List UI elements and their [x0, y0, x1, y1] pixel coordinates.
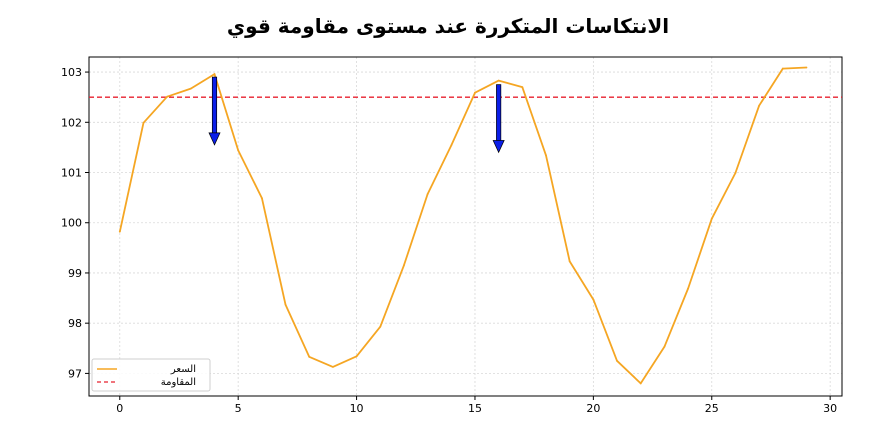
price-point — [734, 172, 737, 174]
price-point — [189, 87, 192, 90]
price-point — [403, 264, 405, 267]
price-point — [118, 230, 121, 233]
price-point — [260, 197, 263, 200]
price-point — [758, 104, 761, 107]
price-point — [497, 79, 500, 82]
price-point — [639, 382, 642, 385]
price-point — [805, 66, 808, 69]
price-point — [687, 287, 689, 290]
legend: السعر المقاومة — [91, 358, 211, 392]
price-point — [521, 86, 524, 89]
x-tick-label: 0 — [116, 402, 123, 415]
x-tick-label: 30 — [823, 402, 837, 415]
price-point — [474, 91, 476, 94]
price-point — [568, 260, 571, 263]
legend-label-resistance: المقاومة — [161, 377, 196, 388]
x-tick-label: 25 — [705, 402, 719, 415]
y-tick-label: 102 — [61, 116, 82, 129]
price-series-line — [118, 66, 807, 385]
annotation-layer — [208, 76, 505, 154]
y-tick-label: 99 — [68, 267, 82, 280]
price-point — [213, 73, 216, 75]
legend-label-price: السعر — [170, 364, 196, 375]
legend-box — [91, 358, 211, 392]
y-tick-label: 98 — [68, 317, 82, 330]
y-tick-label: 103 — [61, 66, 82, 79]
price-point — [781, 67, 784, 70]
price-point — [237, 149, 240, 152]
price-point — [592, 298, 595, 301]
y-tick-label: 97 — [68, 367, 82, 380]
price-point — [331, 365, 334, 368]
price-point — [616, 359, 618, 362]
grid-lines — [89, 57, 842, 396]
x-tick-label: 15 — [468, 402, 482, 415]
down-arrow-annotation — [208, 76, 221, 146]
price-point — [142, 121, 145, 124]
down-arrow-annotation — [492, 84, 505, 154]
price-point — [355, 355, 358, 358]
series-layer — [118, 66, 808, 385]
axis-ticks: 0 5 10 15 20 25 30 97 98 99 100 101 102 103 — [61, 66, 837, 415]
price-point — [663, 345, 666, 348]
price-point — [545, 154, 547, 157]
price-point — [450, 144, 453, 147]
price-point — [166, 95, 169, 98]
price-point — [379, 325, 382, 328]
price-point — [284, 303, 287, 306]
chart-title: الانتكاسات المتكررة عند مستوى مقاومة قوي — [226, 14, 670, 38]
x-tick-label: 5 — [235, 402, 242, 415]
price-point — [710, 217, 713, 220]
y-tick-label: 101 — [61, 167, 82, 180]
y-tick-label: 100 — [61, 217, 82, 230]
price-point — [308, 355, 311, 358]
plot-frame — [88, 56, 843, 397]
price-point — [426, 193, 429, 196]
x-tick-label: 20 — [586, 402, 600, 415]
x-tick-label: 10 — [350, 402, 364, 415]
